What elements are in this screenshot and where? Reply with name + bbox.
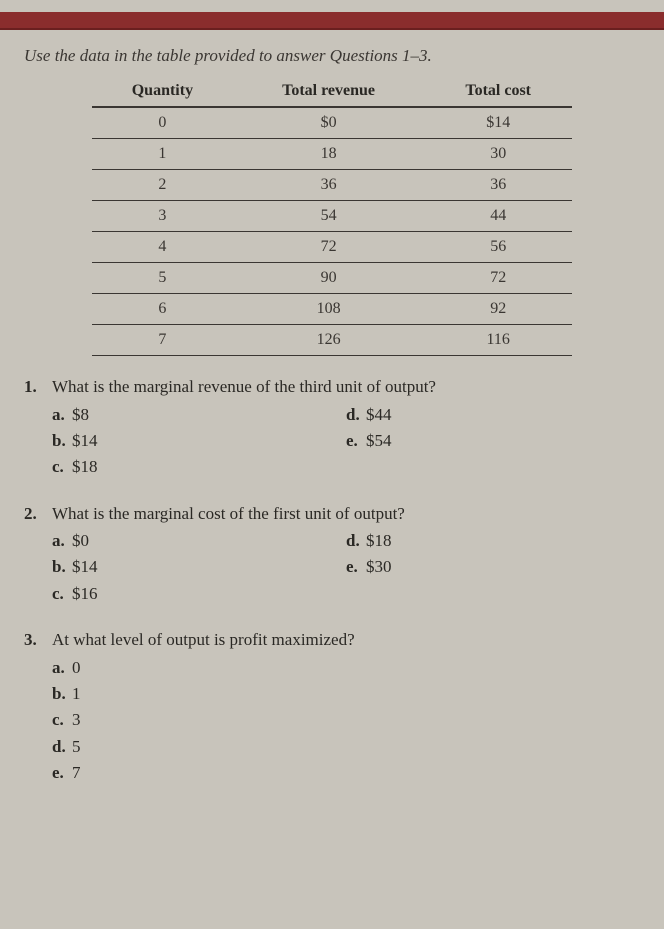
table-cell: 0 — [92, 107, 233, 139]
option-letter: c. — [52, 454, 72, 480]
table-row: 35444 — [92, 201, 572, 232]
col-header: Quantity — [92, 76, 233, 107]
table-cell: 5 — [92, 263, 233, 294]
table-cell: 36 — [424, 170, 572, 201]
option-letter: b. — [52, 681, 72, 707]
question: 1.What is the marginal revenue of the th… — [24, 374, 640, 481]
option-text: $16 — [72, 584, 98, 603]
option-letter: b. — [52, 554, 72, 580]
option: e.$30 — [346, 554, 640, 580]
option: d.$44 — [346, 402, 640, 428]
option: a.0 — [52, 655, 640, 681]
question-text: What is the marginal cost of the first u… — [52, 501, 640, 527]
table-cell: 116 — [424, 325, 572, 356]
option-letter: a. — [52, 402, 72, 428]
question: 3.At what level of output is profit maxi… — [24, 627, 640, 786]
option-text: 7 — [72, 763, 81, 782]
table-row: 7126116 — [92, 325, 572, 356]
questions-container: 1.What is the marginal revenue of the th… — [24, 374, 640, 786]
option-letter: d. — [52, 734, 72, 760]
question-text: What is the marginal revenue of the thir… — [52, 374, 640, 400]
table-cell: 30 — [424, 139, 572, 170]
question-number: 3. — [24, 627, 52, 653]
option-text: 0 — [72, 658, 81, 677]
table-cell: 90 — [233, 263, 424, 294]
option-letter: d. — [346, 528, 366, 554]
option: a.$0 — [52, 528, 346, 554]
option: e.7 — [52, 760, 640, 786]
option: e.$54 — [346, 428, 640, 454]
table-cell: 18 — [233, 139, 424, 170]
option: c.3 — [52, 707, 640, 733]
table-cell: 36 — [233, 170, 424, 201]
option: d.5 — [52, 734, 640, 760]
table-cell: 6 — [92, 294, 233, 325]
data-table: Quantity Total revenue Total cost 0$0$14… — [92, 76, 572, 356]
option-letter: d. — [346, 402, 366, 428]
table-cell: 72 — [424, 263, 572, 294]
option: c.$18 — [52, 454, 346, 480]
option-text: $0 — [72, 531, 89, 550]
option: a.$8 — [52, 402, 346, 428]
option-text: $30 — [366, 557, 392, 576]
table-cell: 7 — [92, 325, 233, 356]
table-row: 0$0$14 — [92, 107, 572, 139]
question-number: 2. — [24, 501, 52, 527]
question-number: 1. — [24, 374, 52, 400]
option-letter: b. — [52, 428, 72, 454]
option: b.$14 — [52, 428, 346, 454]
option: b.$14 — [52, 554, 346, 580]
option-text: $18 — [72, 457, 98, 476]
option-letter: e. — [346, 428, 366, 454]
option-letter: a. — [52, 528, 72, 554]
option-letter: e. — [52, 760, 72, 786]
option: b.1 — [52, 681, 640, 707]
option: d.$18 — [346, 528, 640, 554]
option-text: 5 — [72, 737, 81, 756]
option-letter: a. — [52, 655, 72, 681]
question: 2.What is the marginal cost of the first… — [24, 501, 640, 608]
table-cell: 108 — [233, 294, 424, 325]
header-bar — [0, 12, 664, 30]
options: a.$8b.$14c.$18d.$44e.$54 — [52, 402, 640, 481]
table-cell: $14 — [424, 107, 572, 139]
table-row: 23636 — [92, 170, 572, 201]
col-header: Total revenue — [233, 76, 424, 107]
option-text: $54 — [366, 431, 392, 450]
table-row: 59072 — [92, 263, 572, 294]
table-row: 47256 — [92, 232, 572, 263]
table-cell: 4 — [92, 232, 233, 263]
option-letter: c. — [52, 707, 72, 733]
option-text: $14 — [72, 557, 98, 576]
option-text: $18 — [366, 531, 392, 550]
table-cell: 3 — [92, 201, 233, 232]
table-cell: 54 — [233, 201, 424, 232]
table-row: 11830 — [92, 139, 572, 170]
option: c.$16 — [52, 581, 346, 607]
table-cell: 2 — [92, 170, 233, 201]
option-text: 3 — [72, 710, 81, 729]
option-letter: c. — [52, 581, 72, 607]
col-header: Total cost — [424, 76, 572, 107]
options: a.0b.1c.3d.5e.7 — [52, 655, 640, 787]
question-text: At what level of output is profit maximi… — [52, 627, 640, 653]
options: a.$0b.$14c.$16d.$18e.$30 — [52, 528, 640, 607]
table-cell: 72 — [233, 232, 424, 263]
option-letter: e. — [346, 554, 366, 580]
table-cell: 56 — [424, 232, 572, 263]
table-body: 0$0$141183023636354444725659072610892712… — [92, 107, 572, 356]
option-text: 1 — [72, 684, 81, 703]
table-row: 610892 — [92, 294, 572, 325]
table-cell: 126 — [233, 325, 424, 356]
option-text: $44 — [366, 405, 392, 424]
table-cell: 92 — [424, 294, 572, 325]
option-text: $8 — [72, 405, 89, 424]
table-cell: $0 — [233, 107, 424, 139]
table-cell: 1 — [92, 139, 233, 170]
instruction-text: Use the data in the table provided to an… — [24, 46, 640, 66]
option-text: $14 — [72, 431, 98, 450]
table-cell: 44 — [424, 201, 572, 232]
